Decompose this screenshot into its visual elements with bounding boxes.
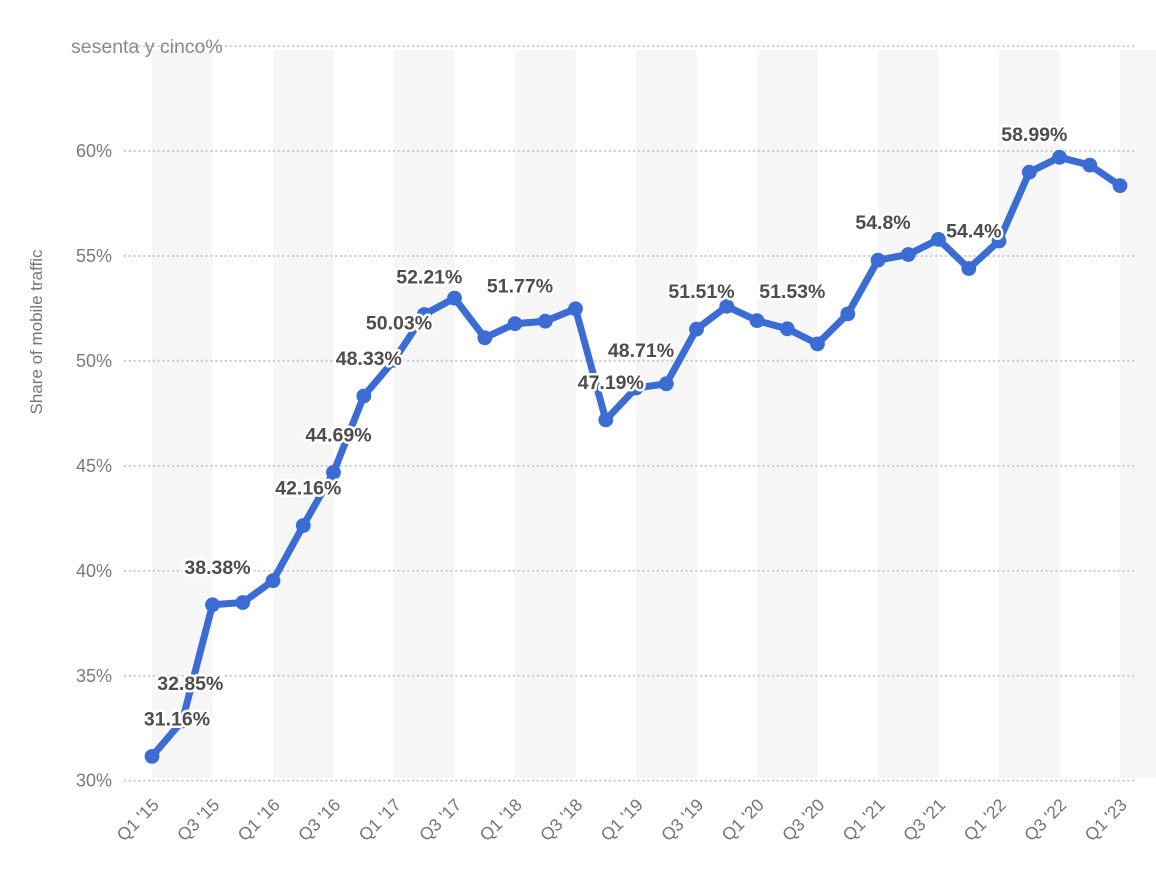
x-tick-label: Q3 '20 [778, 794, 828, 844]
x-tick-label: Q3 '19 [657, 795, 707, 845]
data-point-label: 48.71% [608, 340, 674, 362]
data-point-marker [1082, 157, 1098, 173]
data-point-label: 52.21% [396, 267, 462, 289]
data-point-marker [870, 252, 886, 268]
data-point-marker [1052, 149, 1067, 165]
background-band [273, 50, 334, 778]
background-band [515, 50, 576, 778]
data-point-label: 51.51% [668, 281, 734, 303]
data-point-marker [477, 330, 493, 346]
x-tick-label: Q1 '22 [960, 795, 1010, 845]
data-point-marker [628, 380, 644, 396]
data-point-label: 50.03% [366, 312, 432, 334]
background-band [1120, 50, 1156, 778]
data-point-marker [658, 376, 674, 392]
data-point-marker [144, 749, 160, 764]
data-point-marker [779, 321, 795, 337]
x-tick-label: Q3 '21 [899, 795, 949, 845]
y-tick-label: 60% [76, 141, 112, 161]
y-tick-label: 35% [76, 666, 112, 686]
data-point-marker [416, 307, 432, 322]
x-tick-label: Q3 '17 [415, 795, 465, 845]
x-tick-label: Q3 '16 [294, 795, 344, 845]
data-point-marker [991, 233, 1007, 249]
y-tick-label: 55% [76, 246, 112, 266]
background-band [152, 50, 213, 778]
data-point-label: 58.99% [1001, 124, 1067, 146]
data-point-marker [749, 313, 765, 328]
y-axis-title: Share of mobile traffic [27, 249, 46, 415]
y-axis-top-label: sesenta y cinco% [71, 36, 223, 58]
data-point-marker [326, 465, 341, 480]
data-point-marker [719, 298, 735, 314]
x-tick-label: Q1 '20 [718, 794, 768, 844]
data-point-label: 38.38% [184, 557, 250, 579]
background-band [757, 50, 818, 778]
data-point-marker [537, 313, 553, 329]
data-point-label: 51.77% [487, 276, 553, 298]
x-tick-label: Q1 '17 [355, 795, 405, 845]
data-point-marker [235, 595, 251, 610]
data-point-marker [598, 412, 614, 428]
data-point-marker [447, 290, 462, 306]
x-tick-label: Q3 '22 [1020, 795, 1070, 845]
data-point-marker [265, 573, 281, 589]
x-tick-label: Q1 '23 [1081, 795, 1131, 845]
data-point-marker [507, 316, 523, 332]
data-point-label: 32.85% [157, 673, 223, 695]
data-point-label: 54.8% [855, 212, 910, 234]
data-point-marker [568, 301, 583, 317]
background-band [878, 50, 939, 778]
data-point-marker [1021, 164, 1037, 180]
x-tick-label: Q1 '19 [597, 795, 647, 845]
data-point-marker [295, 518, 311, 533]
data-point-marker [356, 388, 372, 404]
x-tick-label: Q1 '15 [113, 795, 163, 845]
x-tick-label: Q1 '21 [839, 795, 889, 845]
data-point-label: 42.16% [275, 478, 341, 500]
y-tick-label: 45% [76, 456, 112, 476]
data-point-marker [174, 713, 190, 729]
data-point-label: 44.69% [305, 424, 371, 446]
x-tick-label: Q1 '18 [476, 795, 526, 845]
y-tick-label: 50% [76, 351, 112, 371]
background-band [636, 50, 697, 778]
data-point-marker [900, 247, 916, 262]
y-tick-label: 30% [76, 771, 112, 791]
y-tick-label: 40% [76, 561, 112, 581]
data-point-marker [840, 306, 856, 322]
data-point-marker [810, 336, 825, 352]
data-point-marker [1112, 178, 1128, 194]
data-point-label: 48.33% [336, 348, 402, 370]
background-band [394, 50, 455, 778]
data-point-marker [205, 597, 220, 613]
data-point-label: 31.16% [144, 708, 210, 730]
x-tick-label: Q3 '18 [536, 795, 586, 845]
x-tick-label: Q1 '16 [234, 795, 284, 845]
data-point-marker [689, 321, 704, 337]
x-tick-label: Q3 '15 [173, 795, 223, 845]
data-point-marker [931, 232, 946, 247]
data-point-label: 47.19% [578, 372, 644, 394]
data-point-marker [386, 352, 402, 368]
data-point-label: 54.4% [946, 221, 1001, 243]
data-point-marker [961, 261, 977, 276]
data-point-label: 51.53% [759, 281, 825, 303]
